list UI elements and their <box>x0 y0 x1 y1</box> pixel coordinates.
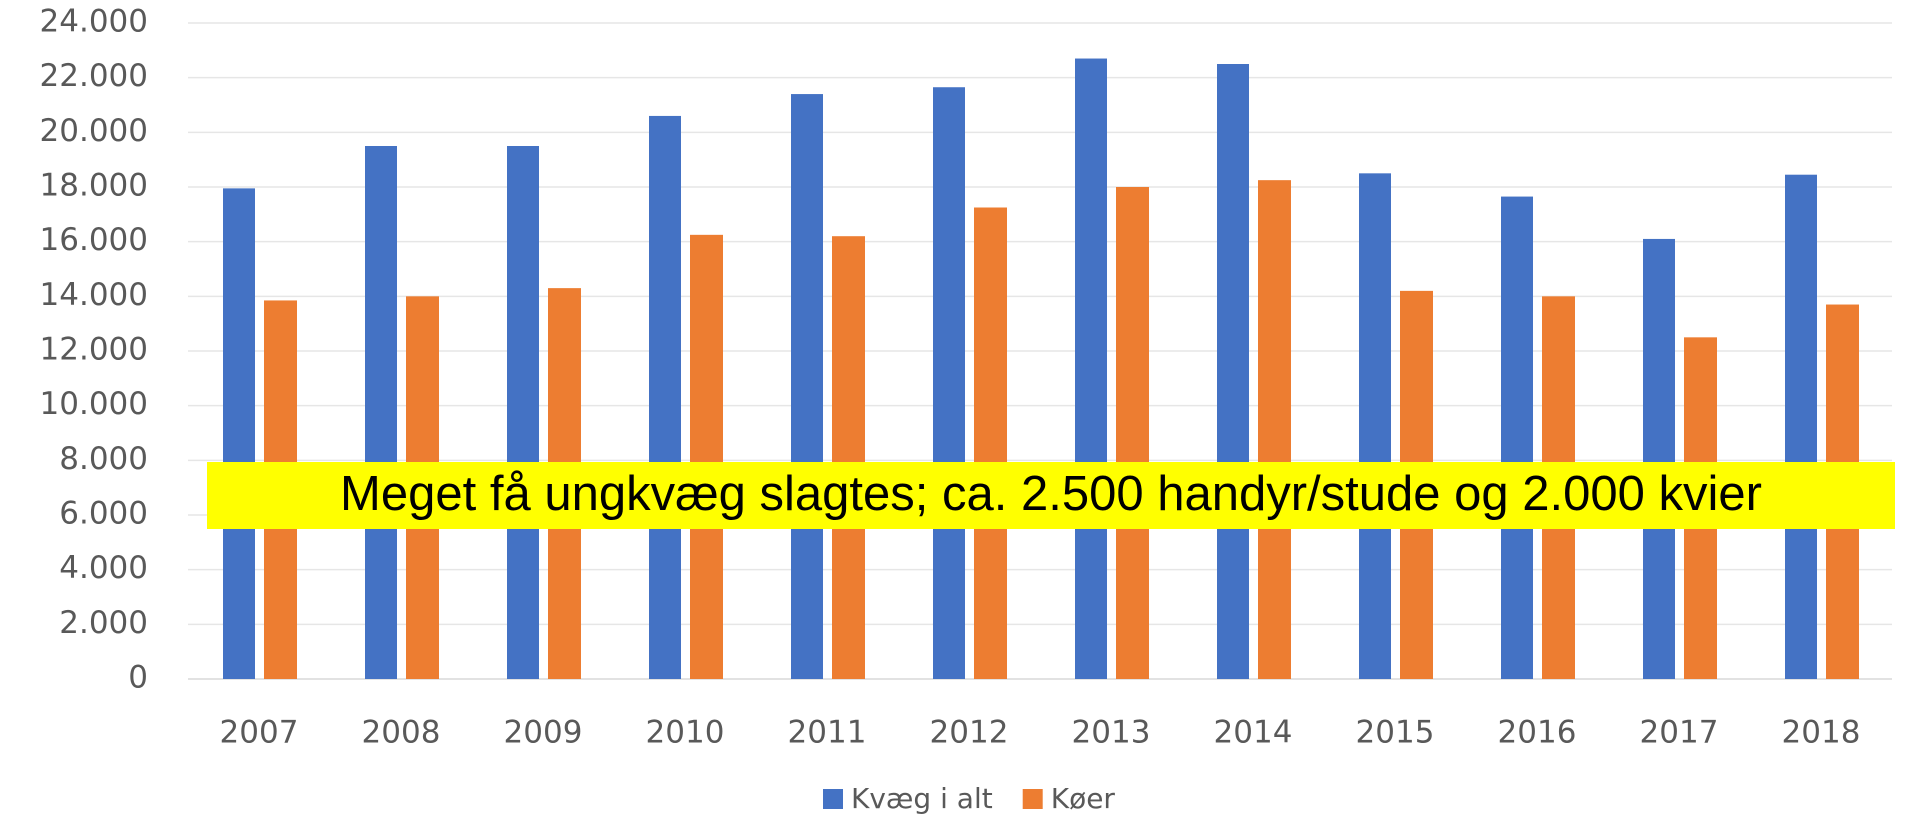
x-tick-label: 2014 <box>1214 715 1293 751</box>
x-tick-label: 2013 <box>1072 715 1151 751</box>
y-tick-label: 8.000 <box>59 441 148 477</box>
annotation: Meget få ungkvæg slagtes; ca. 2.500 hand… <box>340 467 1762 521</box>
bar <box>1785 174 1817 679</box>
bar <box>974 207 1007 679</box>
y-tick-label: 18.000 <box>40 168 148 204</box>
annotation-box <box>207 462 1895 529</box>
bar <box>649 115 681 679</box>
bar <box>690 234 723 680</box>
y-tick-label: 16.000 <box>40 222 148 258</box>
bar <box>1359 173 1391 680</box>
x-tick-label: 2009 <box>504 715 583 751</box>
bar <box>1116 187 1149 679</box>
y-tick-label: 24.000 <box>40 4 148 40</box>
bar <box>507 146 539 679</box>
y-tick-label: 2.000 <box>59 605 148 641</box>
bar <box>933 87 965 679</box>
legend-label: Kvæg i alt <box>851 782 993 815</box>
y-tick-label: 6.000 <box>59 496 148 532</box>
y-tick-label: 12.000 <box>40 332 148 368</box>
x-tick-label: 2010 <box>646 715 725 751</box>
y-tick-label: 0 <box>128 660 148 696</box>
bar <box>223 188 255 679</box>
bar <box>1258 180 1291 679</box>
bar <box>1217 64 1249 679</box>
legend-swatch <box>1022 789 1043 809</box>
y-tick-label: 22.000 <box>40 58 148 94</box>
x-tick-label: 2012 <box>930 715 1009 751</box>
x-tick-label: 2015 <box>1356 715 1435 751</box>
y-tick-label: 14.000 <box>40 277 148 313</box>
x-tick-label: 2008 <box>362 715 441 751</box>
bar <box>1075 58 1107 680</box>
x-tick-label: 2016 <box>1498 715 1577 751</box>
y-tick-label: 10.000 <box>40 386 148 422</box>
bar <box>1643 238 1675 679</box>
bar <box>365 146 397 679</box>
legend-label: Køer <box>1051 782 1116 815</box>
x-tick-label: 2017 <box>1640 715 1719 751</box>
bar <box>832 236 865 679</box>
bar <box>1501 196 1533 680</box>
y-tick-label: 4.000 <box>59 550 148 586</box>
legend-swatch <box>823 789 843 809</box>
y-tick-label: 20.000 <box>40 113 148 149</box>
x-tick-label: 2011 <box>788 715 867 751</box>
x-tick-label: 2007 <box>220 715 299 751</box>
x-tick-label: 2018 <box>1782 715 1861 751</box>
bar <box>791 94 823 680</box>
